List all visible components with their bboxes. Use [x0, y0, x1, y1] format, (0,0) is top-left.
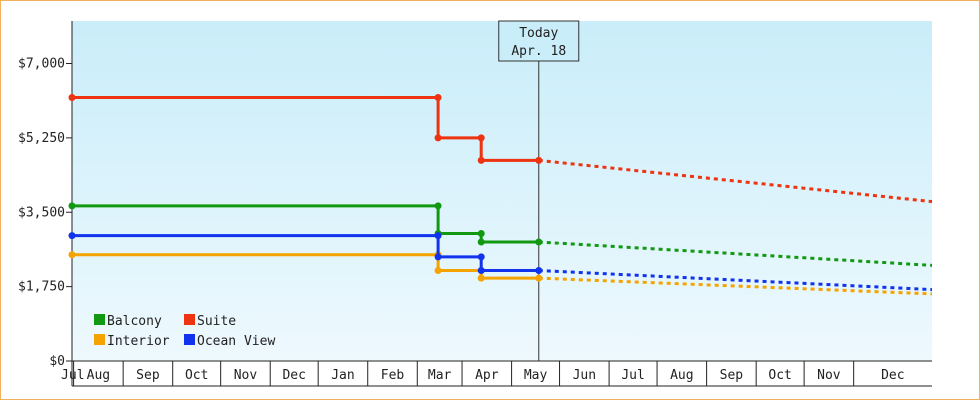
y-tick-label: $3,500: [18, 205, 65, 220]
series-point-interior: [68, 251, 76, 259]
legend-swatch-balcony: [94, 314, 105, 325]
series-line-suite: [72, 96, 539, 162]
series-point-ocean-view: [68, 232, 76, 240]
series-point-ocean-view: [477, 253, 485, 261]
legend-swatch-suite: [184, 314, 195, 325]
series-group: [68, 94, 933, 296]
x-tick-label: Mar: [428, 368, 452, 383]
series-point-suite: [68, 94, 76, 101]
legend-label-balcony: Balcony: [107, 314, 162, 329]
legend-swatch-interior: [94, 334, 105, 345]
series-forecast-interior: [538, 276, 933, 296]
y-tick-label: $5,250: [18, 131, 65, 146]
series-point-ocean-view: [477, 266, 485, 274]
x-tick-label: Jan: [331, 368, 354, 383]
x-tick-label: Nov: [817, 368, 841, 383]
today-label: Today: [519, 26, 558, 41]
series-point-interior: [434, 266, 442, 274]
series-point-balcony: [68, 202, 76, 210]
x-tick-label: Jul: [61, 368, 84, 383]
series-line-interior: [72, 253, 539, 280]
x-tick-label: Jun: [573, 368, 596, 383]
legend-label-ocean-view: Ocean View: [197, 334, 275, 349]
today-label-box: [498, 20, 580, 62]
y-tick-label: $7,000: [18, 57, 65, 72]
series-point-balcony: [535, 238, 543, 246]
today-date-label: Apr. 18: [511, 44, 566, 59]
series-point-suite: [434, 94, 442, 101]
series-point-ocean-view: [434, 253, 442, 261]
y-axis: $0 $1,750 $3,500 $5,250 $7,000: [18, 21, 73, 386]
series-point-interior: [535, 274, 543, 282]
series-point-balcony: [434, 202, 442, 210]
x-tick-label: Apr: [475, 368, 499, 383]
x-tick-label: Aug: [87, 368, 110, 383]
x-tick-label: May: [524, 368, 548, 383]
series-line-balcony: [72, 204, 539, 244]
x-tick-label: Oct: [185, 368, 208, 383]
legend-label-suite: Suite: [197, 314, 236, 329]
x-tick-label: Nov: [234, 368, 258, 383]
x-tick-label: Feb: [381, 368, 405, 383]
y-tick-label: $0: [49, 354, 65, 369]
series-point-ocean-view: [535, 266, 543, 274]
x-axis: Jul Aug Sep Oct Nov Dec Jan Feb Mar Apr May Jun Jul A…: [61, 360, 932, 387]
series-forecast-suite: [538, 158, 933, 204]
x-tick-label: Oct: [768, 368, 791, 383]
series-point-balcony: [477, 230, 485, 237]
x-tick-label: Sep: [720, 368, 744, 383]
legend-label-interior: Interior: [107, 334, 170, 349]
series-line-ocean-view: [72, 234, 539, 272]
series-point-suite: [477, 156, 485, 164]
series-point-suite: [535, 156, 543, 164]
plot-area: [72, 21, 932, 361]
series-point-suite: [477, 134, 485, 142]
series-point-balcony: [477, 238, 485, 246]
x-tick-label: Dec: [881, 368, 904, 383]
y-tick-label: $1,750: [18, 280, 65, 295]
series-forecast-balcony: [538, 240, 933, 267]
x-tick-label: Jul: [621, 368, 644, 383]
legend-swatch-ocean-view: [184, 334, 195, 345]
legend: Balcony Suite Interior Ocean View: [94, 314, 275, 349]
series-point-ocean-view: [434, 232, 442, 240]
x-tick-label: Dec: [282, 368, 305, 383]
series-point-interior: [477, 274, 485, 282]
x-tick-label: Sep: [136, 368, 160, 383]
series-forecast-ocean-view: [538, 269, 933, 292]
today-marker: Today Apr. 18: [498, 20, 580, 361]
x-tick-label: Aug: [670, 368, 693, 383]
series-point-suite: [434, 134, 442, 142]
